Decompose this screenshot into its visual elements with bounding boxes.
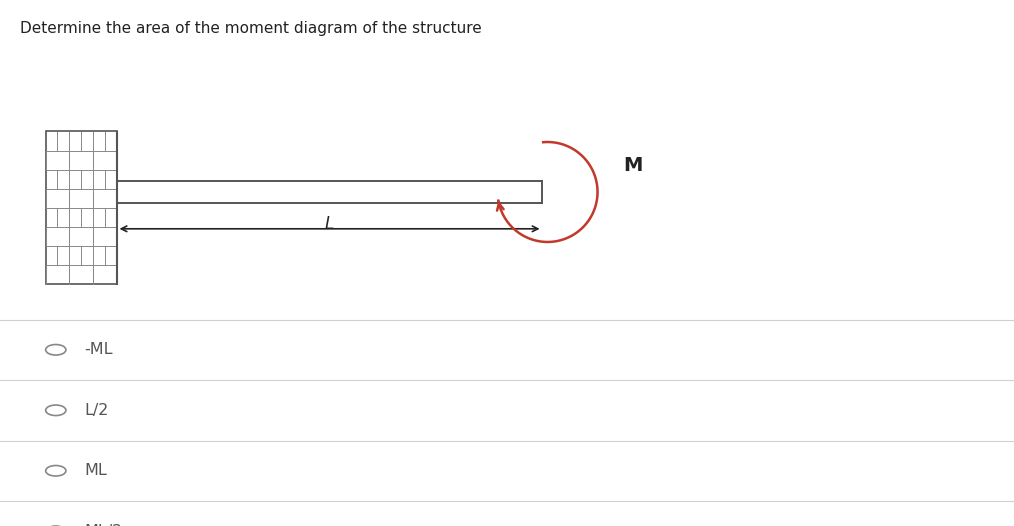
- Text: L/2: L/2: [84, 403, 108, 418]
- Text: ML/2: ML/2: [84, 524, 123, 526]
- Text: ML: ML: [84, 463, 106, 478]
- Text: L: L: [324, 215, 335, 232]
- Text: Determine the area of the moment diagram of the structure: Determine the area of the moment diagram…: [20, 21, 482, 36]
- Bar: [46, 132, 117, 284]
- Text: -ML: -ML: [84, 342, 113, 357]
- Text: M: M: [624, 156, 643, 175]
